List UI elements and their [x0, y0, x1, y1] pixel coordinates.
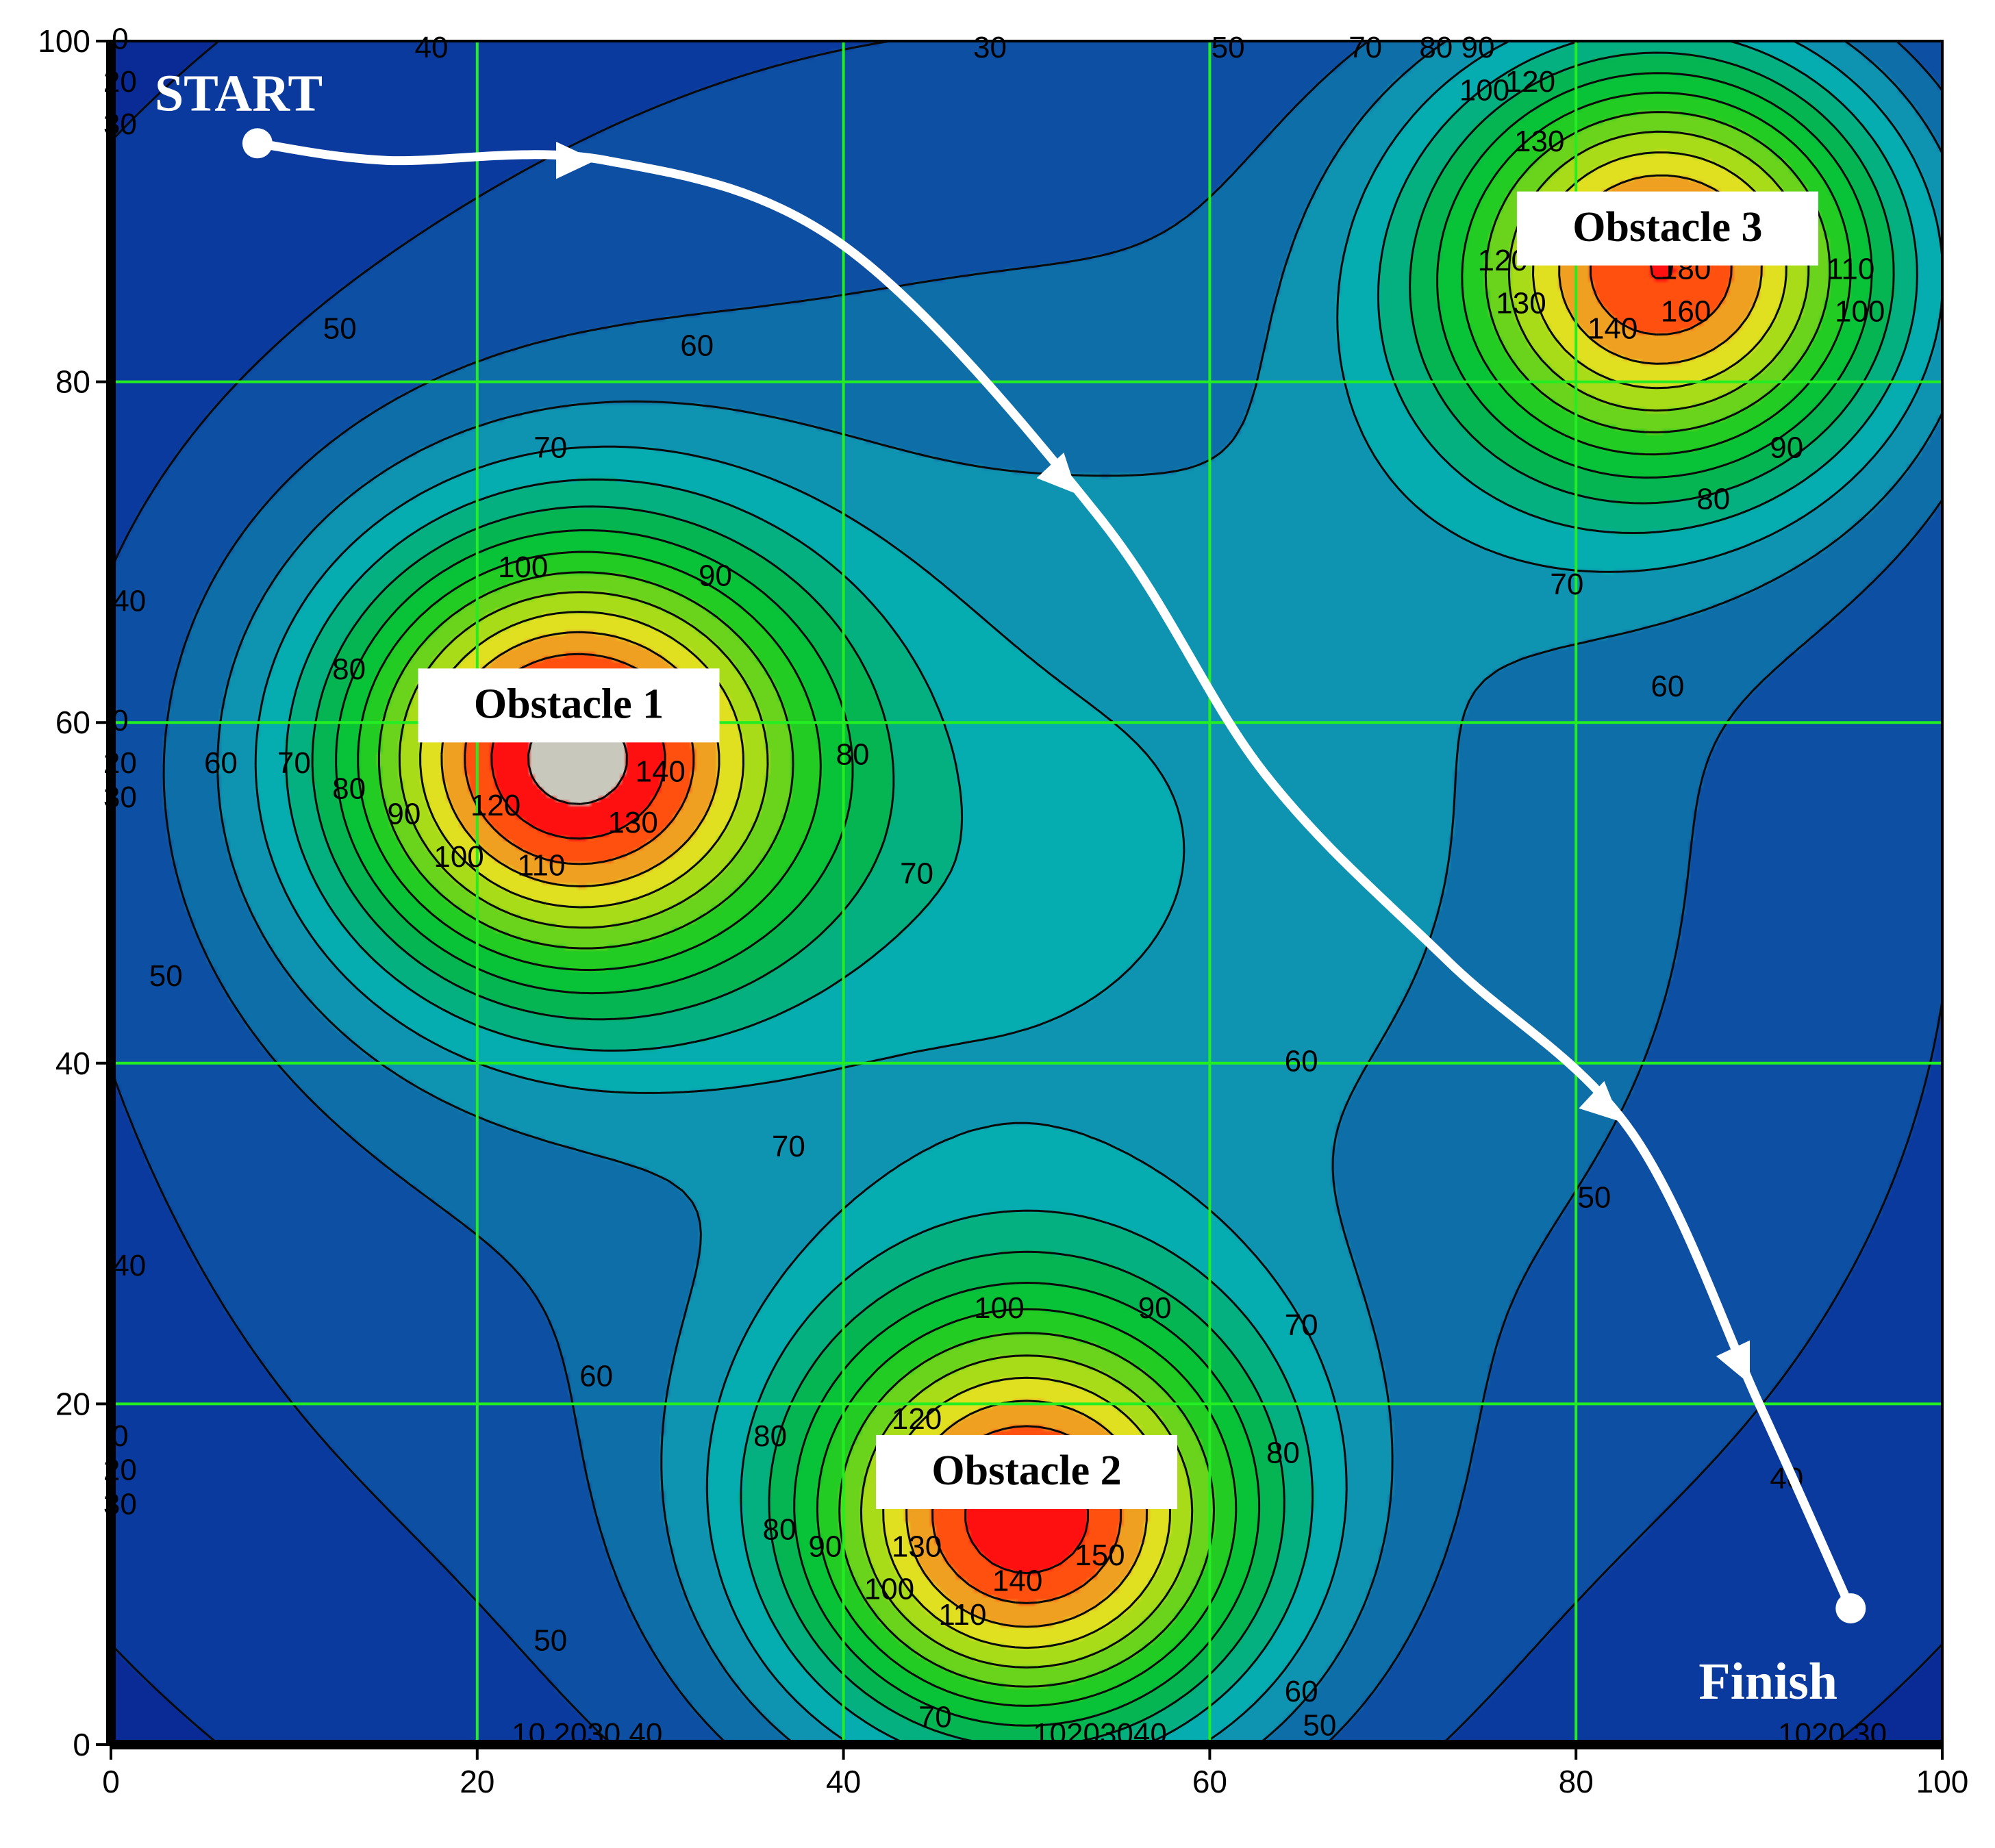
contour-line-90	[311, 51, 1895, 1745]
contour-line-50	[162, 41, 1942, 1745]
contour-line-60	[216, 41, 1942, 1745]
contour-value-label: 80	[753, 1419, 787, 1453]
contour-value-label: 70	[1348, 31, 1382, 64]
robot-path: START Finish	[155, 64, 1866, 1710]
finish-label: Finish	[1698, 1653, 1837, 1710]
contour-value-label: 130	[1514, 125, 1564, 158]
contour-value-label: 70	[534, 431, 567, 465]
contour-value-label: 100	[1835, 295, 1885, 329]
contour-value-label: 150	[1075, 1539, 1125, 1572]
contour-value-label: 110	[938, 1598, 986, 1632]
contour-value-label: 140	[1588, 312, 1638, 346]
contour-value-label: 160	[1661, 295, 1711, 329]
x-tick-label: 40	[826, 1764, 861, 1799]
contour-line-40	[111, 41, 1942, 1745]
contour-value-label: 40	[112, 1249, 146, 1282]
obstacle-label: Obstacle 3	[1572, 204, 1762, 251]
contour-value-label: 80	[763, 1513, 796, 1547]
contour-value-label: 90	[387, 798, 421, 831]
contour-value-label: 50	[323, 312, 357, 346]
contour-value-label: 50	[149, 959, 183, 993]
contour-value-label: 30	[973, 31, 1007, 64]
axes: 0 20 40 60 80 100 0 20 40 60 80 100	[38, 23, 1968, 1799]
contour-value-label: 50	[1303, 1709, 1336, 1743]
contour-value-label: 100	[864, 1573, 914, 1606]
contour-value-label: 40	[414, 31, 448, 64]
contour-value-label: 130	[892, 1530, 942, 1564]
contour-value-label: 70	[277, 746, 311, 780]
y-tick-label: 80	[55, 364, 90, 400]
contour-value-label: 70	[900, 857, 933, 891]
contour-value-label: 100	[1459, 73, 1509, 107]
start-marker	[242, 128, 273, 159]
contour-value-label: 80 90	[1419, 31, 1494, 64]
contour-line-80	[285, 41, 1918, 1745]
contour-value-label: 110	[517, 848, 565, 882]
contour-value-label: 60	[1285, 1044, 1318, 1078]
contour-value-label: 90	[1770, 431, 1803, 465]
contour-value-label: 120	[1505, 65, 1555, 99]
contour-value-label: 80	[332, 653, 366, 686]
contour-line-70	[254, 41, 1942, 1745]
contour-value-label: 70	[918, 1700, 952, 1734]
contour-value-label: 130	[1496, 286, 1546, 320]
y-tick-label: 40	[55, 1046, 90, 1081]
x-tick-label: 80	[1559, 1764, 1594, 1799]
contour-value-label: 50	[1212, 31, 1245, 64]
contour-value-label: 100	[974, 1291, 1024, 1325]
grid	[111, 41, 1942, 1745]
y-tick-label: 100	[38, 23, 90, 59]
y-tick-label: 0	[73, 1727, 90, 1762]
contour-value-label: 80	[1696, 482, 1730, 516]
contour-value-label: 60	[204, 746, 238, 780]
contour-value-label: 60	[1651, 670, 1684, 703]
contour-value-label: 90	[699, 559, 732, 592]
path-arrow	[1579, 1080, 1621, 1122]
contour-value-label: 130	[607, 806, 657, 839]
contour-value-label: 60	[680, 329, 714, 362]
obstacle-label-box	[876, 1434, 1177, 1509]
contour-value-label: 120	[892, 1402, 942, 1436]
contour-line-110	[357, 91, 1852, 1707]
contour-value-label: 70	[1550, 568, 1583, 601]
contour-value-label: 100	[498, 550, 548, 584]
contour-value-label: 140	[635, 755, 685, 788]
contour-value-label: 50	[534, 1623, 567, 1657]
contour-value-label: 90	[1138, 1291, 1172, 1325]
obstacle-label: Obstacle 2	[931, 1447, 1121, 1494]
finish-marker	[1835, 1593, 1866, 1623]
y-tick-label: 60	[55, 705, 90, 740]
obstacle-labels: Obstacle 1 Obstacle 2 Obstacle 3	[418, 191, 1818, 1509]
obstacle-label: Obstacle 1	[474, 681, 664, 728]
contour-value-label: 80	[836, 738, 869, 772]
y-tick-label: 20	[55, 1386, 90, 1421]
contour-value-label: 140	[992, 1564, 1042, 1597]
contour-value-label: 60	[579, 1360, 613, 1393]
obstacle-label-box	[1516, 191, 1818, 266]
contour-value-label: 110	[1827, 253, 1874, 286]
contour-value-label: 80	[1266, 1436, 1300, 1470]
path-arrow	[556, 141, 596, 179]
contour-value-label: 70	[1285, 1308, 1318, 1342]
obstacle-label-box	[418, 668, 720, 743]
path-arrow	[1716, 1340, 1751, 1384]
x-tick-label: 100	[1916, 1764, 1969, 1799]
contour-value-label: 60	[1285, 1675, 1318, 1708]
contour-value-label: 70	[772, 1130, 805, 1163]
contour-value-label: 100	[434, 840, 484, 874]
contour-value-label: 120	[470, 789, 520, 822]
start-label: START	[155, 64, 323, 122]
contour-value-label: 80	[332, 772, 366, 805]
x-tick-label: 0	[102, 1764, 120, 1799]
path-arrow	[1036, 452, 1078, 494]
x-tick-label: 20	[460, 1764, 494, 1799]
contour-value-label: 90	[808, 1530, 842, 1564]
contour-value-label: 40	[112, 585, 146, 618]
contour-value-label: 50	[1577, 1180, 1611, 1214]
x-tick-label: 60	[1192, 1764, 1227, 1799]
